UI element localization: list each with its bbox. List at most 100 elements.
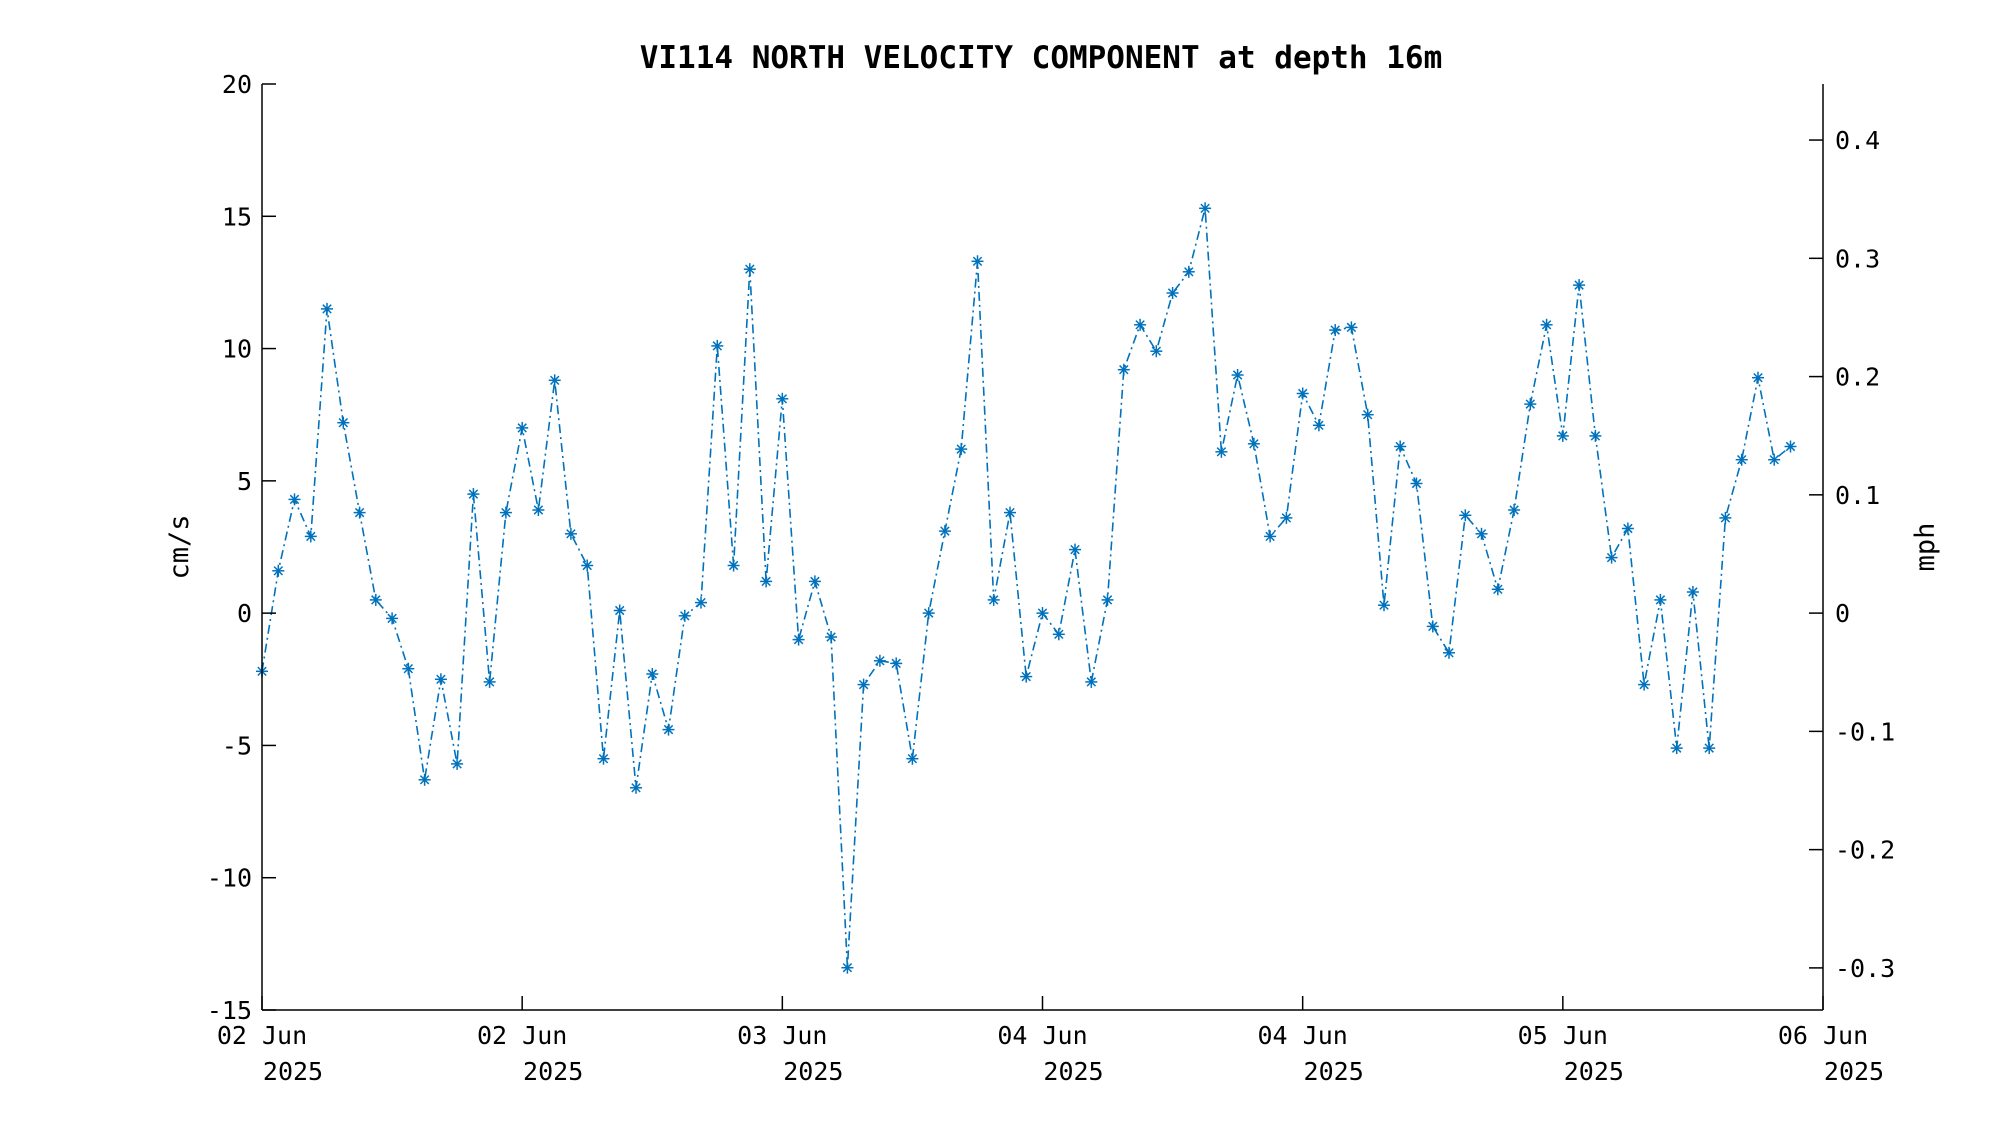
chart-title: VI114 NORTH VELOCITY COMPONENT at depth … — [640, 40, 1443, 76]
x-tick-label: 02 Jun — [477, 1021, 567, 1050]
data-point — [1686, 586, 1699, 598]
data-point — [1166, 287, 1179, 299]
y-tick-label: 15 — [222, 202, 252, 231]
data-point — [1052, 628, 1065, 641]
data-point — [1638, 678, 1651, 691]
data-point — [548, 374, 561, 387]
data-point — [1524, 398, 1537, 411]
y-right-tick-label: 0.2 — [1835, 363, 1880, 392]
data-point — [613, 604, 626, 617]
data-point — [1020, 670, 1033, 683]
data-point — [353, 506, 366, 519]
data-point — [841, 961, 854, 974]
data-point — [938, 525, 951, 538]
data-point — [727, 559, 740, 572]
data-point — [630, 781, 642, 794]
data-point — [1004, 506, 1016, 519]
data-point — [711, 339, 724, 352]
data-point — [825, 631, 838, 643]
x-tick-label: 06 Jun — [1778, 1021, 1868, 1050]
data-point — [873, 654, 886, 667]
data-point — [1329, 324, 1342, 337]
data-point — [743, 263, 756, 276]
x-tick-label: 02 Jun — [217, 1021, 307, 1050]
x-tick-label: 04 Jun — [997, 1021, 1087, 1050]
data-point — [1589, 429, 1602, 442]
x-tick-label-year: 2025 — [783, 1057, 843, 1086]
data-point — [792, 633, 805, 646]
data-point — [1768, 453, 1781, 466]
data-point — [467, 488, 480, 501]
data-point — [776, 392, 789, 405]
data-point — [906, 752, 919, 765]
data-point — [662, 723, 675, 736]
y-right-tick-label: -0.2 — [1835, 836, 1895, 865]
data-point — [1703, 742, 1716, 755]
data-point — [1199, 202, 1212, 215]
data-point — [1085, 675, 1098, 688]
data-point — [1264, 530, 1277, 543]
data-point — [304, 530, 317, 543]
data-point — [337, 416, 350, 429]
data-point — [1150, 345, 1163, 358]
data-point — [1117, 363, 1130, 376]
data-point — [922, 607, 935, 620]
data-point — [386, 612, 399, 625]
data-point — [1735, 453, 1748, 466]
data-point — [516, 421, 529, 434]
data-point — [857, 678, 870, 691]
data-point — [1215, 445, 1228, 458]
x-tick-label: 04 Jun — [1258, 1021, 1348, 1050]
data-point — [1036, 607, 1049, 620]
data-point — [369, 593, 382, 606]
x-tick-label-year: 2025 — [1564, 1057, 1624, 1086]
x-tick-label-year: 2025 — [1824, 1057, 1884, 1086]
data-point — [987, 593, 1000, 606]
x-tick-label: 03 Jun — [737, 1021, 827, 1050]
data-point — [1605, 551, 1618, 564]
data-point — [1621, 522, 1634, 535]
data-point — [1459, 509, 1472, 522]
data-point — [1654, 593, 1667, 606]
x-tick-label-year: 2025 — [1304, 1057, 1364, 1086]
data-point — [402, 662, 415, 675]
data-point — [321, 302, 333, 315]
y-tick-label: -5 — [222, 731, 252, 760]
data-point — [1475, 527, 1488, 540]
x-tick-label-year: 2025 — [523, 1057, 583, 1086]
data-point — [1247, 437, 1260, 450]
data-point — [1573, 279, 1586, 292]
data-point — [1378, 599, 1390, 612]
data-point — [1752, 371, 1764, 384]
axes-layer — [261, 84, 1824, 1011]
data-point — [1410, 477, 1423, 490]
data-point — [955, 443, 968, 456]
data-point — [1540, 318, 1553, 331]
x-tick-label: 05 Jun — [1518, 1021, 1608, 1050]
data-point — [971, 255, 984, 268]
y-right-tick-label: 0.3 — [1835, 244, 1880, 273]
data-point — [1345, 321, 1358, 334]
data-point — [418, 773, 431, 786]
x-tick-label-year: 2025 — [263, 1057, 323, 1086]
data-point — [451, 757, 464, 770]
data-point — [1784, 440, 1797, 453]
y-tick-label: 10 — [222, 335, 252, 364]
y-right-tick-label: 0 — [1835, 599, 1850, 628]
data-point — [597, 752, 610, 765]
y-right-tick-label: -0.1 — [1835, 717, 1895, 746]
y-tick-label: 0 — [237, 599, 252, 628]
data-point — [499, 506, 512, 519]
y-tick-label: 20 — [222, 70, 252, 99]
data-point — [1101, 593, 1114, 606]
data-point — [1426, 620, 1439, 633]
series-layer — [256, 202, 1797, 974]
data-point — [1296, 387, 1309, 400]
data-point — [760, 575, 773, 588]
data-point — [1556, 429, 1569, 442]
data-point — [678, 609, 691, 622]
data-point — [1312, 419, 1325, 432]
data-point — [1069, 543, 1081, 556]
